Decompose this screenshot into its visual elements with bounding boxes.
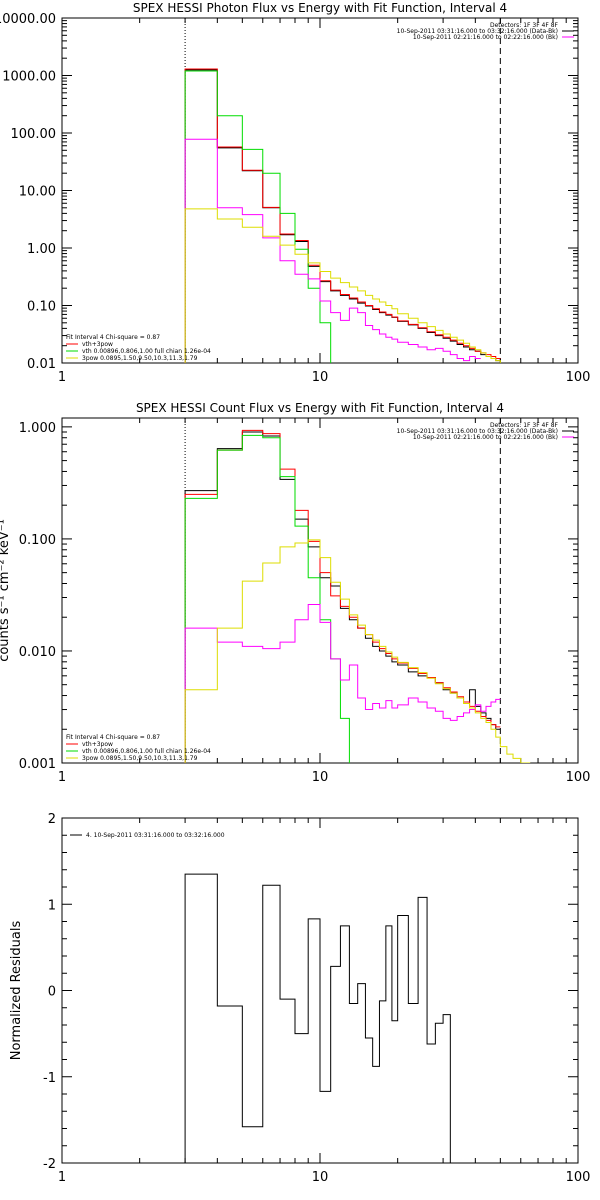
plot-residual: Normalized Residuals 1 10 100 -2 -1 0 1 2 4. 10-S…	[9, 812, 590, 1185]
legend-bottom-text: vth+3pow	[82, 741, 113, 748]
legend: 4. 10-Sep-2011 03:31:16.000 to 03:32:16.…	[70, 832, 225, 839]
legend-bottom-text: vth 0.00896,0.806,1.00 full chian 1.26e-…	[82, 348, 211, 355]
plot-count: SPEX HESSI Count Flux vs Energy with Fit…	[0, 401, 590, 785]
y-axis-label: counts s⁻¹ cm⁻² keV⁻¹	[0, 519, 12, 662]
y-tick-label: -1	[43, 1071, 56, 1086]
legend-text: 4. 10-Sep-2011 03:31:16.000 to 03:32:16.…	[86, 832, 225, 839]
legend-top-text: 10-Sep-2011 03:31:16.000 to 03:32:16.000…	[397, 28, 558, 35]
series-group	[184, 873, 451, 1163]
legend-top-text: 10-Sep-2011 02:21:16.000 to 02:22:16.000…	[413, 34, 558, 41]
plot-photon: SPEX HESSI Photon Flux vs Energy with Fi…	[0, 1, 590, 385]
legend-bottom-text: Fit Interval 4 Chi-square = 0.87	[66, 734, 160, 741]
x-tick-label: 100	[566, 770, 591, 785]
x-tick-label: 1	[58, 370, 66, 385]
legend-bottom-text: vth+3pow	[82, 341, 113, 348]
y-tick-label: 0.010	[19, 645, 56, 660]
legend-top-text: Detectors: 1F 3F 4F 8F	[490, 22, 559, 29]
x-tick-label: 100	[566, 1170, 591, 1185]
series-line-4	[184, 208, 501, 363]
series-group	[184, 429, 531, 763]
legend-bottom-text: vth 0.00896,0.806,1.00 full chian 1.26e-…	[82, 748, 211, 755]
y-tick-label: -2	[43, 1157, 56, 1172]
legend-top-text: 10-Sep-2011 03:31:16.000 to 03:32:16.000…	[397, 428, 558, 435]
series-line-4	[184, 539, 531, 763]
series-line-3	[184, 603, 501, 763]
y-tick-label: 1	[48, 898, 56, 913]
legend-top-text: 10-Sep-2011 02:21:16.000 to 02:22:16.000…	[413, 434, 558, 441]
plot-title: SPEX HESSI Photon Flux vs Energy with Fi…	[133, 1, 507, 15]
x-tick-label: 10	[312, 1170, 329, 1185]
y-tick-label: 2	[48, 812, 56, 827]
legend-bottom: Fit Interval 4 Chi-square = 0.87vth+3pow…	[66, 734, 211, 762]
y-tick-label: 0	[48, 985, 56, 1000]
y-axis-label: Normalized Residuals	[9, 921, 24, 1061]
x-tick-label: 100	[566, 370, 591, 385]
y-tick-label: 1000.00	[2, 70, 56, 85]
series-line-0	[184, 873, 451, 1163]
y-tick-label: 1.00	[27, 242, 56, 257]
y-tick-label: 0.10	[27, 300, 56, 315]
plot-title: SPEX HESSI Count Flux vs Energy with Fit…	[136, 401, 504, 415]
series-line-2	[184, 434, 350, 763]
y-tick-label: 0.01	[27, 357, 56, 372]
x-tick-label: 10	[312, 370, 329, 385]
y-tick-label: 0.100	[19, 533, 56, 548]
legend-bottom-text: 3pow 0.0895,1.50,9.50,10.3,11.3,1.79	[82, 355, 198, 362]
x-tick-label: 1	[58, 770, 66, 785]
x-tick-label: 10	[312, 770, 329, 785]
series-line-2	[184, 70, 332, 363]
legend-bottom-text: Fit Interval 4 Chi-square = 0.87	[66, 334, 160, 341]
series-line-3	[184, 138, 481, 363]
series-line-0	[184, 431, 501, 763]
series-group	[184, 68, 501, 363]
legend-bottom: Fit Interval 4 Chi-square = 0.87vth+3pow…	[66, 334, 211, 362]
y-tick-label: 100.00	[11, 127, 57, 142]
legend-bottom-text: 3pow 0.0895,1.50,9.50,10.3,11.3,1.79	[82, 755, 198, 762]
y-tick-label: 10.00	[19, 185, 56, 200]
y-tick-label: 10000.00	[0, 12, 56, 27]
x-tick-label: 1	[58, 1170, 66, 1185]
legend-top-text: Detectors: 1F 3F 4F 8F	[490, 422, 559, 429]
y-tick-label: 0.001	[19, 757, 56, 772]
y-tick-label: 1.000	[19, 421, 56, 436]
